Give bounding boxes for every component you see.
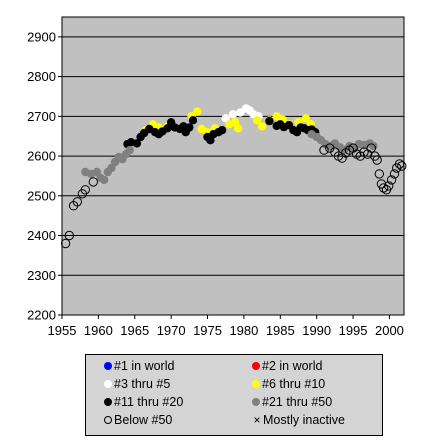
open-circle-icon [104, 415, 112, 424]
data-point [228, 110, 238, 119]
legend-label: #6 thru #10 [262, 377, 326, 391]
data-point [397, 161, 407, 171]
y-tick-label: 2500 [27, 188, 56, 203]
x-tick-label: 1965 [120, 323, 149, 338]
data-point [132, 139, 142, 148]
data-point [80, 185, 91, 195]
legend-label: #1 in world [114, 359, 175, 373]
data-point [369, 141, 378, 151]
data-point [319, 145, 329, 155]
y-tick-label: 2400 [27, 228, 56, 243]
data-point [265, 116, 274, 126]
x-tick-label: 1975 [193, 323, 222, 338]
x-tick-label: 2000 [375, 323, 404, 338]
legend-item-rank-6-10: #6 thru #10 [252, 376, 325, 392]
data-point [372, 155, 382, 165]
legend-label: Mostly inactive [263, 413, 345, 427]
data-point [374, 169, 384, 179]
data-point [221, 114, 230, 123]
data-point [366, 143, 376, 153]
data-point [389, 169, 400, 179]
data-point [100, 175, 109, 185]
y-tick-label: 2600 [27, 149, 56, 164]
data-point [394, 159, 405, 169]
legend: #1 in world #2 in world #3 thru #5 #6 th… [85, 354, 383, 436]
data-point [88, 177, 99, 187]
blue-dot-icon [104, 361, 112, 370]
data-point [233, 124, 243, 133]
x-mark-icon: × [253, 413, 261, 427]
data-point [252, 116, 262, 125]
data-point [257, 122, 267, 131]
black-dot-icon [104, 397, 112, 406]
red-dot-icon [252, 361, 260, 370]
y-tick-label: 2900 [27, 29, 56, 44]
white-dot-icon [104, 379, 112, 388]
legend-item-rank-21-50: #21 thru #50 [252, 394, 332, 410]
gray-dot-icon [252, 397, 260, 406]
data-point [384, 181, 394, 191]
y-axis: 2200 2300 2400 2500 2600 2700 2800 2900 [27, 29, 62, 323]
legend-item-rank-2: #2 in world [252, 358, 322, 374]
data-points [60, 104, 407, 249]
legend-item-rank-1: #1 in world [104, 358, 174, 374]
data-point [193, 107, 202, 116]
legend-label: #21 thru #50 [262, 395, 333, 409]
legend-item-rank-11-20: #11 thru #20 [104, 394, 183, 410]
chart-canvas: 1955 1960 1965 1970 1975 1980 1985 1990 1995 2000… [27, 16, 407, 338]
legend-label: Below #50 [114, 413, 173, 427]
x-tick-label: 1985 [266, 323, 295, 338]
legend-label: #11 thru #20 [114, 395, 184, 409]
data-point [386, 175, 397, 185]
data-point [217, 126, 227, 135]
x-tick-label: 1990 [302, 323, 331, 338]
legend-label: #2 in world [262, 359, 323, 373]
legend-item-below-50: Below #50 [104, 412, 172, 428]
data-point [64, 230, 75, 241]
legend-item-rank-3-5: #3 thru #5 [104, 376, 170, 392]
data-point [378, 183, 389, 193]
legend-item-inactive: × Mostly inactive [252, 412, 345, 428]
data-point [60, 238, 71, 249]
y-tick-label: 2800 [27, 69, 56, 84]
legend-label: #3 thru #5 [114, 377, 171, 391]
x-tick-label: 1995 [339, 323, 368, 338]
data-point [301, 114, 310, 123]
plot-area [61, 16, 405, 316]
y-tick-label: 2200 [27, 308, 56, 323]
data-point [188, 116, 198, 125]
y-tick-label: 2300 [27, 268, 56, 283]
x-tick-label: 1955 [48, 323, 77, 338]
data-point [185, 123, 194, 132]
x-tick-label: 1980 [229, 323, 258, 338]
data-point [125, 145, 134, 155]
data-point [72, 197, 83, 207]
y-tick-label: 2700 [27, 109, 56, 124]
x-tick-label: 1970 [157, 323, 186, 338]
x-axis: 1955 1960 1965 1970 1975 1980 1985 1990 1995 2000 [48, 315, 404, 338]
yellow-dot-icon [252, 379, 260, 388]
x-tick-label: 1960 [84, 323, 113, 338]
